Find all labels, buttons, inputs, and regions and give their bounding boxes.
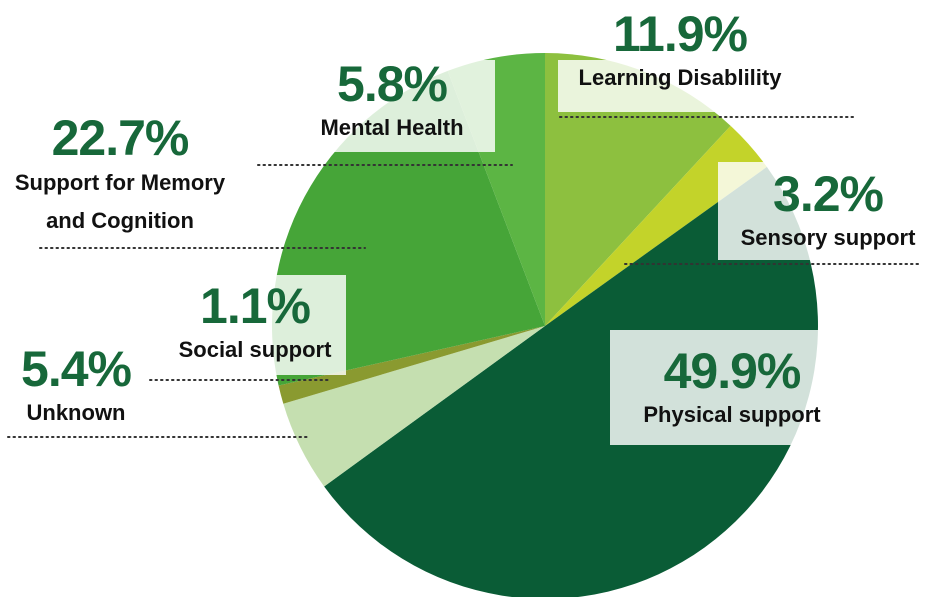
percent-label: 1.1% — [200, 278, 311, 334]
category-label: Social support — [178, 337, 332, 362]
slice-label: 5.8% Mental Health — [292, 58, 492, 146]
pie-slice — [283, 326, 545, 487]
slice-label: 5.4% Unknown — [1, 343, 151, 431]
percent-label: 5.8% — [337, 56, 448, 112]
category-label: Mental Health — [320, 115, 464, 140]
label-backdrop — [307, 60, 495, 152]
percent-label: 49.9% — [663, 343, 802, 399]
category-label: Learning Disablility — [578, 65, 782, 90]
percent-label: 22.7% — [51, 110, 190, 166]
pie-slice — [545, 53, 731, 326]
label-backdrop — [610, 330, 850, 445]
percent-label: 5.4% — [21, 341, 132, 397]
slice-label: 49.9% Physical support — [602, 345, 862, 433]
label-backdrop — [718, 162, 925, 260]
pie-slice — [278, 326, 545, 404]
slice-label: 11.9% Learning Disablility — [530, 8, 830, 96]
percent-label: 11.9% — [612, 6, 748, 62]
label-backdrop — [558, 60, 798, 112]
pie-slice — [545, 125, 767, 326]
pie-slice — [324, 166, 818, 597]
category-label: Sensory support — [740, 225, 916, 250]
category-label: Support for Memory and Cognition — [14, 170, 226, 233]
category-label: Unknown — [26, 400, 126, 425]
slice-label: 1.1% Social support — [155, 280, 355, 368]
label-backdrop — [158, 275, 346, 375]
slice-label: 3.2% Sensory support — [718, 168, 925, 256]
slice-label: 22.7% Support for Memory and Cognition — [0, 112, 245, 240]
category-label: Physical support — [643, 402, 821, 427]
percent-label: 3.2% — [773, 166, 884, 222]
